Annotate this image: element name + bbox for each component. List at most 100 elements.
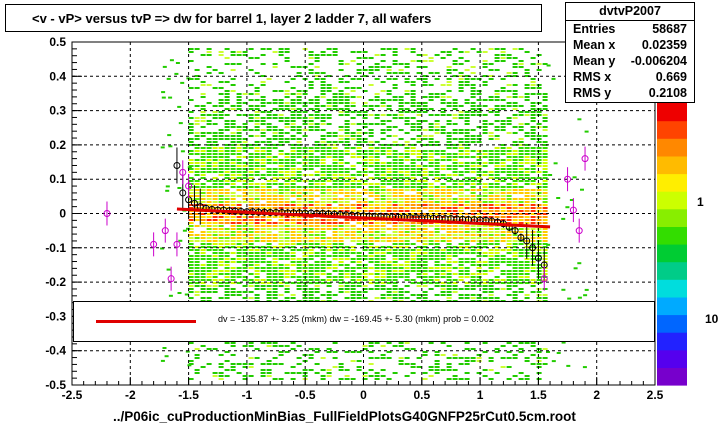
density-cell: [512, 255, 518, 257]
density-cell: [296, 285, 302, 287]
density-cell: [428, 186, 434, 188]
density-cell: [242, 279, 248, 281]
density-cell: [266, 168, 272, 170]
density-cell: [368, 177, 374, 179]
density-cell: [344, 126, 350, 128]
density-cell: [194, 171, 200, 173]
density-cell: [356, 162, 362, 164]
density-cell: [422, 159, 428, 161]
density-cell: [422, 186, 428, 188]
density-cell: [350, 174, 356, 176]
density-cell: [338, 138, 344, 140]
density-cell: [185, 350, 190, 353]
density-cell: [398, 198, 404, 200]
density-cell: [296, 150, 302, 152]
density-cell: [260, 177, 266, 179]
density-cell: [284, 201, 290, 203]
density-cell: [296, 258, 302, 260]
density-cell: [536, 93, 542, 95]
density-cell: [248, 357, 254, 359]
density-cell: [476, 78, 482, 80]
density-cell: [314, 72, 320, 74]
density-cell: [368, 108, 374, 110]
density-cell: [236, 228, 242, 230]
density-cell: [356, 267, 362, 269]
density-cell: [404, 213, 410, 215]
density-cell: [212, 180, 218, 182]
density-cell: [290, 237, 296, 239]
density-cell: [458, 267, 464, 269]
density-cell: [167, 134, 172, 137]
density-cell: [338, 222, 344, 224]
density-cell: [386, 207, 392, 209]
density-cell: [320, 87, 326, 89]
profile-point-magenta: [575, 227, 583, 235]
density-cell: [254, 258, 260, 260]
density-cell: [296, 75, 302, 77]
density-cell: [542, 171, 548, 173]
profile-point-magenta: [185, 182, 193, 190]
density-cell: [470, 138, 476, 140]
density-cell: [308, 225, 314, 227]
density-cell: [518, 243, 524, 245]
density-cell: [458, 357, 464, 359]
density-cell: [236, 252, 242, 254]
density-cell: [569, 199, 574, 201]
density-cell: [482, 270, 488, 272]
density-cell: [542, 129, 548, 131]
density-cell: [518, 228, 524, 230]
density-cell: [224, 216, 230, 218]
density-cell: [332, 249, 338, 251]
density-cell: [308, 87, 314, 89]
density-cell: [470, 108, 476, 110]
density-cell: [350, 180, 356, 182]
density-cell: [410, 51, 416, 53]
density-cell: [428, 375, 434, 377]
density-cell: [524, 180, 530, 182]
density-cell: [482, 165, 488, 167]
density-cell: [314, 228, 320, 230]
density-cell: [188, 180, 194, 182]
density-cell: [422, 84, 428, 86]
density-cell: [380, 207, 386, 209]
density-cell: [542, 63, 548, 65]
density-cell: [530, 171, 536, 173]
density-cell: [362, 57, 368, 59]
density-cell: [260, 135, 266, 137]
density-cell: [410, 186, 416, 188]
density-cell: [206, 147, 212, 149]
density-cell: [470, 189, 476, 191]
density-cell: [188, 342, 194, 344]
density-cell: [188, 192, 194, 194]
density-cell: [188, 219, 194, 221]
density-cell: [320, 264, 326, 266]
density-cell: [212, 123, 218, 125]
density-cell: [326, 165, 332, 167]
density-cell: [362, 192, 368, 194]
density-cell: [206, 288, 212, 290]
density-cell: [260, 111, 266, 113]
density-cell: [230, 366, 236, 368]
density-cell: [434, 294, 440, 296]
density-cell: [434, 204, 440, 206]
density-cell: [488, 285, 494, 287]
density-cell: [446, 219, 452, 221]
density-cell: [260, 210, 266, 212]
density-cell: [356, 252, 362, 254]
density-cell: [212, 273, 218, 275]
stats-value: 0.02359: [641, 38, 687, 52]
density-cell: [236, 138, 242, 140]
density-cell: [380, 216, 386, 218]
density-cell: [458, 180, 464, 182]
density-cell: [422, 102, 428, 104]
density-cell: [410, 123, 416, 125]
density-cell: [356, 360, 362, 362]
profile-point: [173, 161, 181, 169]
density-cell: [446, 201, 452, 203]
density-cell: [542, 135, 548, 137]
density-cell: [422, 351, 428, 353]
density-cell: [350, 249, 356, 251]
density-cell: [458, 378, 464, 380]
density-cell: [386, 195, 392, 197]
density-cell: [290, 177, 296, 179]
